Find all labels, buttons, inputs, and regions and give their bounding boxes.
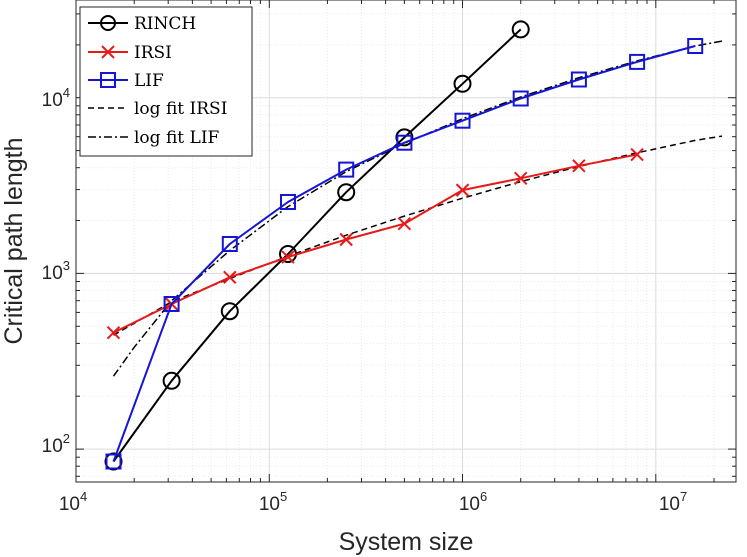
marker-rinch (511, 20, 530, 39)
x-tick-label-1e4: 104 (59, 489, 87, 515)
marker-irsi (339, 232, 353, 247)
y-tick-label-1e4: 104 (42, 85, 70, 111)
legend-label-log-fit-lif: log fit LIF (134, 128, 220, 148)
marker-lif (512, 90, 529, 107)
x-tick-label-1e7: 107 (659, 489, 687, 515)
series-rinch (104, 20, 530, 471)
marker-lif (338, 161, 355, 178)
marker-lif (221, 236, 238, 252)
series-irsi (106, 147, 644, 340)
legend-entry-irsi: IRSI (88, 43, 172, 63)
marker-lif (105, 453, 122, 470)
legend-marker-irsi (101, 45, 115, 59)
legend-marker-lif (100, 72, 116, 88)
marker-irsi (455, 183, 470, 197)
marker-rinch (220, 302, 239, 321)
legend-entry-lif: LIF (88, 71, 164, 91)
axis-ticks (75, 0, 736, 482)
marker-irsi (281, 250, 295, 264)
marker-lif (280, 194, 296, 210)
marker-irsi (397, 216, 412, 231)
x-axis-title: System size (339, 528, 474, 556)
marker-rinch (453, 74, 472, 93)
marker-lif (396, 134, 413, 151)
legend: RINCH IRSI LIF log fit IRSI log fit LIF (79, 6, 253, 157)
x-tick-label-1e6: 106 (459, 489, 487, 515)
legend-label-log-fit-irsi: log fit IRSI (134, 99, 227, 119)
marker-lif (687, 38, 704, 54)
x-tick-label-1e5: 105 (259, 489, 287, 515)
x-tick-labels: 104 105 106 107 (59, 489, 687, 515)
legend-entry-rinch: RINCH (88, 14, 196, 34)
marker-lif (570, 71, 587, 88)
legend-entry-log-fit-irsi: log fit IRSI (88, 99, 227, 119)
legend-marker-rinch (100, 15, 116, 31)
y-axis-title: Critical path length (0, 137, 28, 344)
marker-irsi (572, 159, 586, 173)
series-lif (105, 38, 704, 470)
y-tick-labels: 102 103 104 (42, 85, 70, 457)
series-line-irsi (113, 153, 638, 334)
marker-irsi (223, 270, 237, 285)
plot-frame (75, 0, 737, 483)
y-tick-label-1e2: 102 (42, 431, 70, 457)
legend-label-lif: LIF (134, 71, 164, 91)
marker-lif (163, 296, 180, 312)
marker-rinch (337, 183, 356, 202)
marker-rinch (162, 371, 181, 390)
y-tick-label-1e3: 103 (42, 258, 70, 284)
legend-label-rinch: RINCH (134, 14, 196, 34)
legend-label-irsi: IRSI (134, 43, 172, 63)
marker-lif (629, 53, 646, 70)
marker-irsi (106, 325, 121, 340)
series-line-lif (112, 45, 696, 462)
legend-box (79, 6, 253, 157)
legend-entry-log-fit-lif: log fit LIF (88, 128, 220, 148)
series-layer (104, 20, 723, 471)
marker-irsi (514, 171, 528, 185)
series-line-rinch (112, 28, 522, 463)
marker-irsi (630, 147, 644, 162)
marker-lif (454, 112, 471, 129)
